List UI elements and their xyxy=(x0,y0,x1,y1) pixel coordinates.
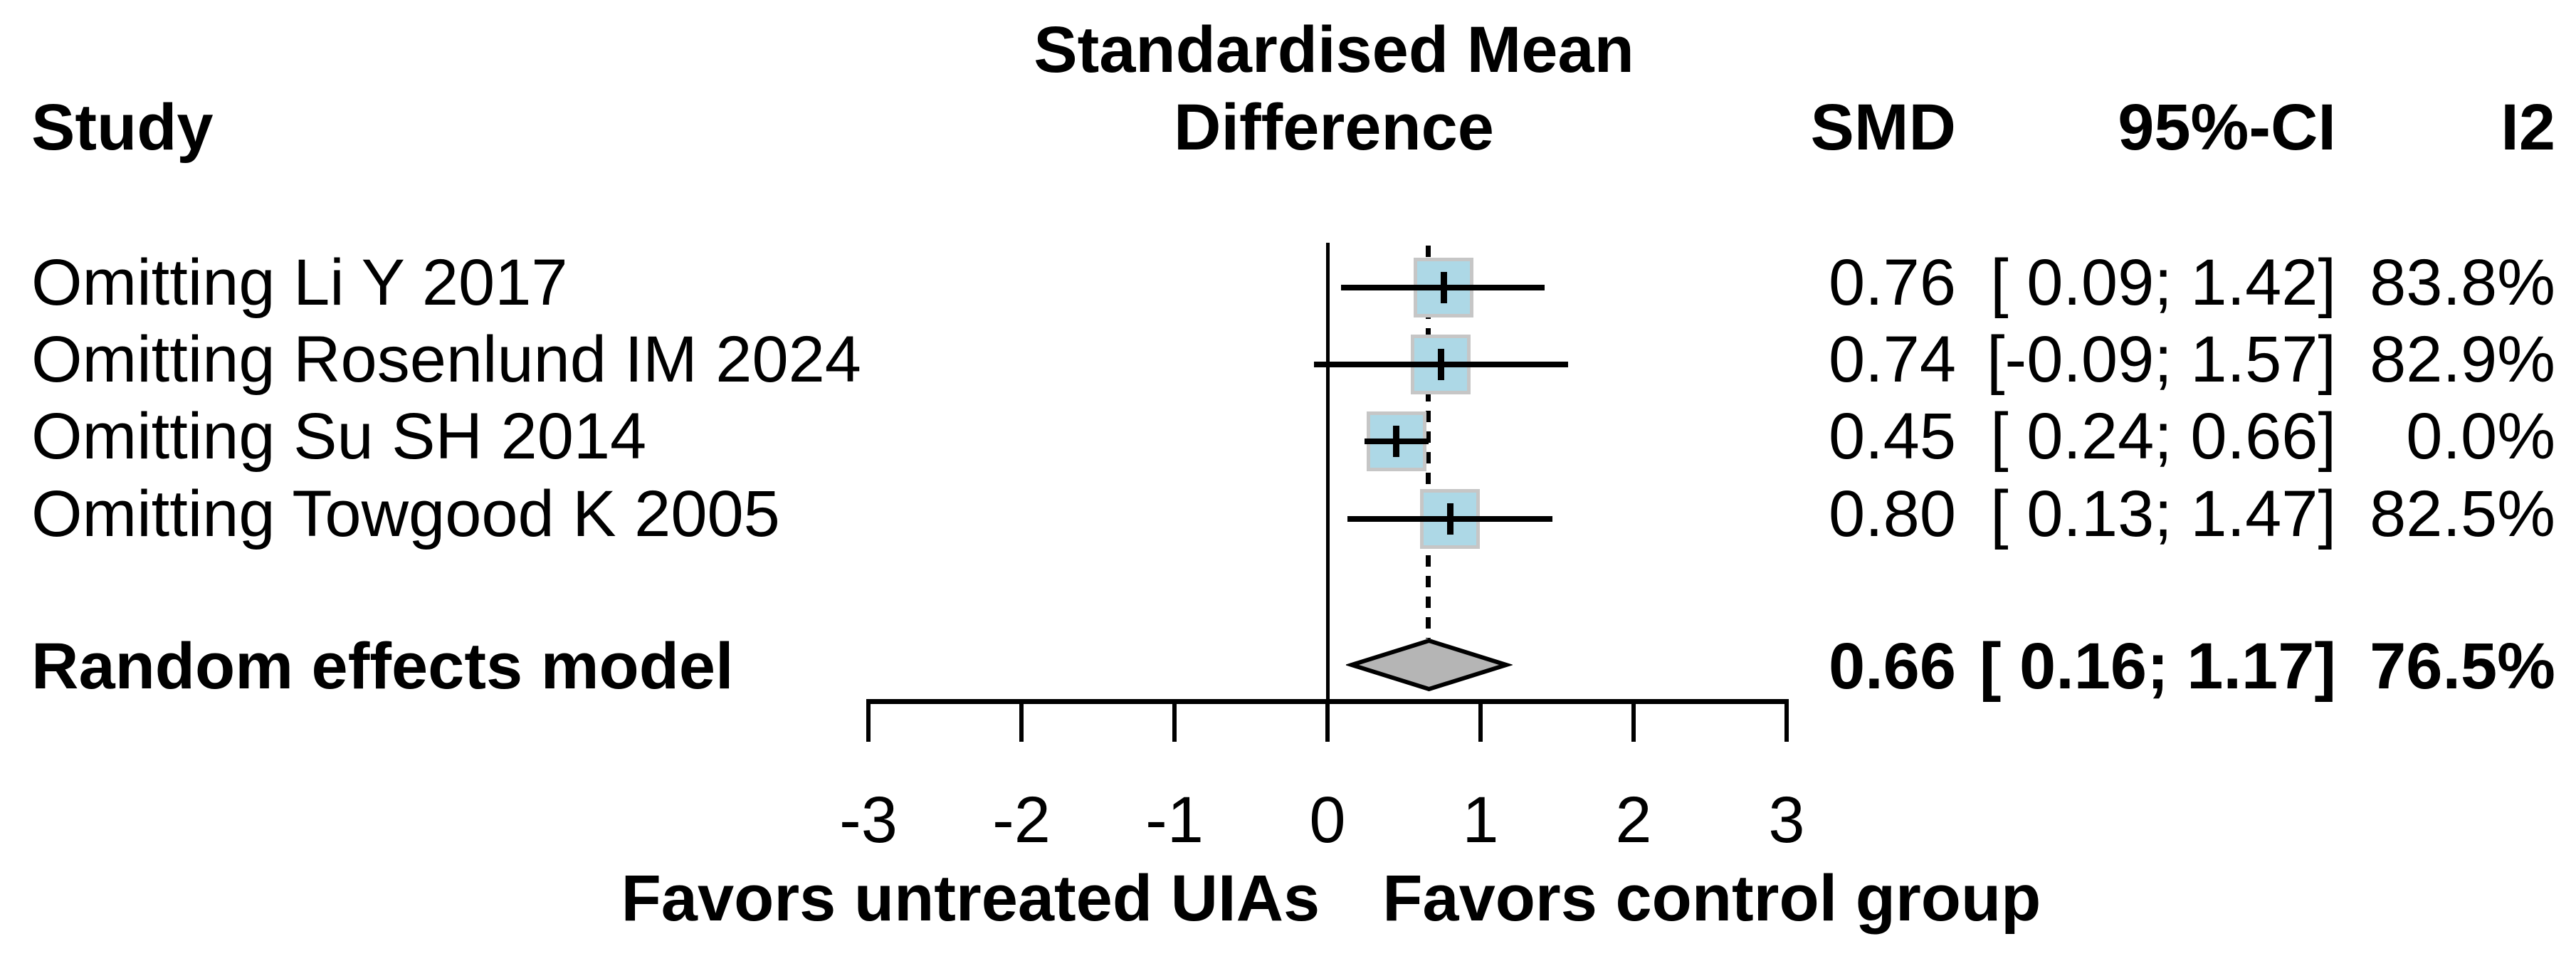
i2-value: 83.8% xyxy=(2370,246,2555,319)
point-estimate-cross xyxy=(1393,426,1400,457)
pooled-label: Random effects model xyxy=(31,630,734,703)
tick-label: -3 xyxy=(839,784,898,856)
axis-tick xyxy=(1325,699,1330,742)
point-estimate-cross xyxy=(1437,349,1444,380)
col-header-i2: I2 xyxy=(2501,91,2555,164)
effect-title-line1: Standardised Mean xyxy=(1034,14,1634,86)
tick-label: 0 xyxy=(1309,784,1346,856)
study-label: Omitting Li Y 2017 xyxy=(31,246,568,319)
ci-value: [-0.09; 1.57] xyxy=(1987,323,2336,396)
axis-tick xyxy=(866,699,871,742)
tick-label: -1 xyxy=(1145,784,1204,856)
axis-tick xyxy=(1019,699,1024,742)
tick-label: 1 xyxy=(1462,784,1499,856)
i2-value: 82.5% xyxy=(2370,478,2555,550)
axis-tick xyxy=(1478,699,1483,742)
i2-value: 0.0% xyxy=(2406,400,2555,473)
study-label: Omitting Towgood K 2005 xyxy=(31,478,780,550)
axis-tick xyxy=(1172,699,1177,742)
pooled-diamond xyxy=(1346,638,1513,691)
tick-label: 2 xyxy=(1615,784,1652,856)
favors-labels: Favors untreated UIAs Favors control gro… xyxy=(619,866,2043,931)
study-label: Omitting Rosenlund IM 2024 xyxy=(31,323,861,396)
ci-value: [ 0.24; 0.66] xyxy=(1990,400,2336,473)
smd-value: 0.45 xyxy=(1828,400,1956,473)
smd-value: 0.76 xyxy=(1828,246,1956,319)
smd-value: 0.80 xyxy=(1828,478,1956,550)
col-header-study: Study xyxy=(31,91,214,164)
col-header-ci: 95%-CI xyxy=(2118,91,2336,164)
pooled-i2-value: 76.5% xyxy=(2370,630,2555,703)
point-estimate-cross xyxy=(1446,503,1453,535)
axis-tick xyxy=(1631,699,1636,742)
smd-value: 0.74 xyxy=(1828,323,1956,396)
pooled-smd-value: 0.66 xyxy=(1828,630,1956,703)
ci-value: [ 0.13; 1.47] xyxy=(1990,478,2336,550)
favors-right-label: Favors control group xyxy=(1382,862,2041,935)
ci-value: [ 0.09; 1.42] xyxy=(1990,246,2336,319)
pooled-ci-value: [ 0.16; 1.17] xyxy=(1979,630,2336,703)
zero-reference-line xyxy=(1325,243,1330,704)
point-estimate-cross xyxy=(1440,272,1447,303)
study-label: Omitting Su SH 2014 xyxy=(31,400,647,473)
tick-label: 3 xyxy=(1768,784,1805,856)
col-header-smd: SMD xyxy=(1810,91,1956,164)
i2-value: 82.9% xyxy=(2370,323,2555,396)
favors-left-label: Favors untreated UIAs xyxy=(621,862,1320,935)
effect-title-line2: Difference xyxy=(1174,91,1494,164)
tick-label: -2 xyxy=(992,784,1051,856)
axis-tick xyxy=(1784,699,1789,742)
pooled-dashed-line xyxy=(1426,246,1431,639)
